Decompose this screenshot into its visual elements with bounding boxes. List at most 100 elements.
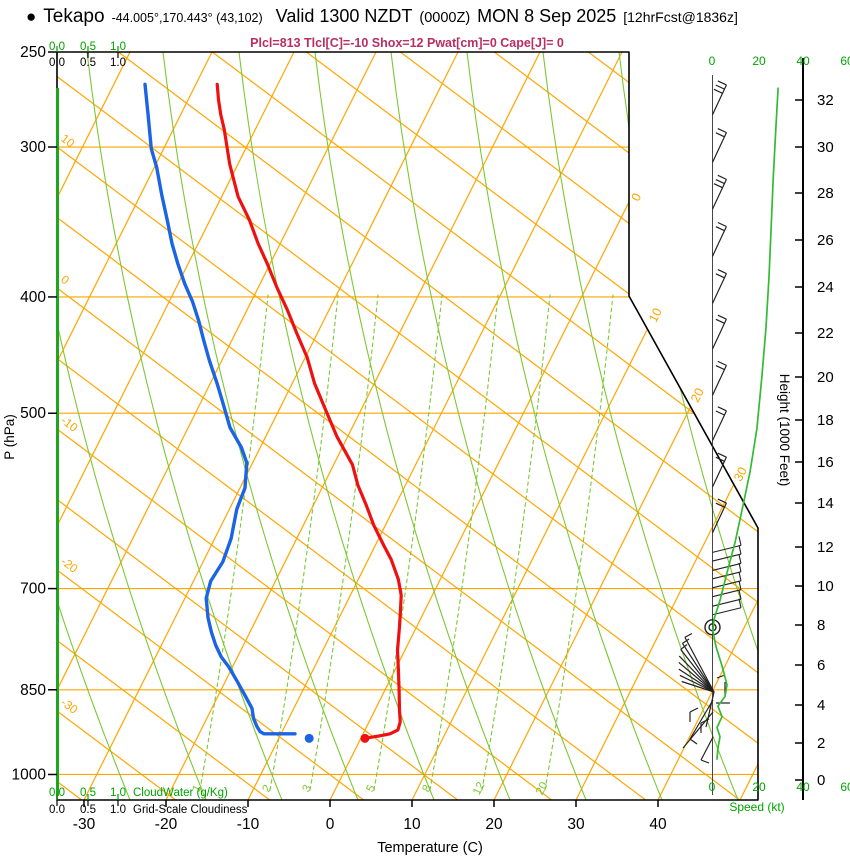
temperature-axis-label: -10 (237, 816, 260, 833)
pressure-axis-label: 850 (20, 682, 46, 699)
isotherm-value-labels-label: 20 (688, 386, 707, 405)
dry-adiabat-lines-line (57, 52, 758, 110)
mixing-ratio-value-labels-label: 8 (421, 783, 435, 794)
cloud-scales-label: 0.0 (49, 787, 65, 799)
isotherm-lines-line (57, 52, 377, 800)
wind-barbs-line (711, 273, 727, 304)
wind-barbs-line (715, 456, 725, 462)
height-axis-label: 18 (817, 412, 834, 429)
wind-barbs-line (712, 580, 742, 589)
wind-barbs-line (700, 736, 714, 761)
pressure-axis-label: 1000 (12, 766, 47, 783)
wind-barbs-line (712, 589, 742, 598)
pressure-axis-label: 500 (20, 405, 46, 422)
height-axis-label: 10 (817, 578, 834, 595)
cloud-scales: 0.0 0.0 0.0 0.0 0.5 0.5 0.5 0.5 1.0 1.0 1.0 1.0 Clou… (49, 41, 248, 816)
moist-adiabat-lines-path (542, 52, 739, 800)
height-axis-label: 6 (817, 657, 825, 674)
wind-panel-label: 60 (840, 54, 850, 68)
wind-barbs-line (717, 221, 727, 228)
temperature-axis-label: 20 (485, 816, 503, 833)
mixing-ratio-lines (199, 294, 614, 791)
title-bar: ● Tekapo -44.005°,170.443° (43,102) Vali… (26, 6, 738, 28)
wind-barbs-line (705, 691, 715, 728)
wind-barbs (678, 80, 742, 764)
wind-barbs-line (717, 406, 727, 412)
dry-adiabat-value-labels-label: 0 (58, 272, 72, 287)
cloud-scales-label: CloudWater (g/Kg) (133, 787, 228, 799)
mixing-ratio-lines-path (429, 294, 499, 791)
height-axis-label: 14 (817, 495, 834, 512)
temperature-axis-title: Temperature (C) (377, 840, 483, 856)
isotherm-lines-line (57, 52, 131, 800)
cloud-scales-label: 1.0 (110, 804, 126, 816)
wind-panel-label: 40 (796, 780, 810, 794)
wind-barbs-line (681, 643, 715, 693)
wind-barbs-line (712, 598, 742, 607)
wind-barbs-line (738, 544, 742, 555)
mixing-ratio-value-labels-label: 1 (191, 783, 205, 794)
wind-barbs-line (715, 132, 725, 138)
valid-time: Valid 1300 NZDT (275, 6, 413, 26)
isotherm-value-labels-label: 10 (646, 306, 665, 325)
wind-barbs-line (717, 269, 727, 275)
wind-panel-label: 0 (709, 54, 716, 68)
cloud-scales-label: 1.0 (110, 57, 126, 69)
isotherm-lines-line (247, 52, 623, 800)
wind-barbs-line (712, 544, 742, 553)
pressure-gridlines (57, 146, 758, 776)
cloud-scales-label: Grid-Scale Cloudiness (133, 804, 248, 816)
wind-barbs-line (715, 410, 725, 416)
mixing-ratio-value-labels-label: 5 (365, 783, 379, 794)
wind-barbs-line (712, 553, 742, 562)
wind-panel-label: 0 (709, 780, 716, 794)
moist-adiabat-lines-path (390, 52, 587, 800)
cloud-scales-label: 0.5 (80, 57, 96, 69)
isotherm-lines-line (165, 52, 541, 800)
wind-barbs-line (717, 80, 727, 86)
moist-adiabat-lines-path (86, 52, 283, 800)
dewpoint-curve-path (143, 82, 297, 736)
cloud-scales-label: 0.0 (49, 57, 65, 69)
height-axis-label: 22 (817, 325, 834, 342)
wind-panel-label: 40 (796, 54, 810, 68)
temperature-axis-label: 30 (567, 816, 585, 833)
pressure-axis-label: 300 (20, 139, 46, 156)
plot-border (56, 51, 759, 801)
dry-adiabat-lines-line (57, 76, 758, 603)
wind-barbs-line (711, 456, 727, 488)
dry-adiabat-lines-line (57, 499, 758, 800)
wind-barbs-line (711, 410, 727, 441)
dry-adiabat-lines-line (57, 428, 758, 800)
wind-barbs-line (684, 636, 715, 693)
wind-barbs-line (678, 661, 715, 693)
cloud-scales-label: 0.5 (80, 804, 96, 816)
pressure-axis: 250 300 400 500 700 850 1000 (12, 44, 57, 783)
wind-barbs-line (711, 502, 727, 534)
valid-date: MON 8 Sep 2025 (477, 6, 617, 26)
wind-barbs-line (738, 580, 742, 590)
station-coordinates: -44.005°,170.443° (43,102) (111, 11, 263, 25)
wind-barbs-line (684, 632, 693, 638)
wind-barbs-line (738, 536, 742, 546)
forecast-tag: [12hrFcst@1836z] (623, 9, 738, 25)
dry-adiabat-value-labels: 100-10-20-30 (58, 131, 81, 717)
dry-adiabat-value-labels-label: 10 (58, 131, 77, 150)
wind-barbs-line (712, 562, 742, 571)
wind-barbs-line (717, 360, 727, 366)
height-axis-label: 12 (817, 539, 834, 556)
wind-panel-label: 20 (752, 54, 766, 68)
wind-barbs-line (682, 638, 690, 644)
dewpoint-curve (143, 82, 297, 736)
wind-barbs-line (680, 649, 715, 693)
wind-barbs-line (711, 226, 727, 257)
wind-barbs-line (717, 128, 727, 134)
mixing-ratio-lines-path (199, 294, 269, 791)
cloud-scales-label: 1.0 (110, 41, 126, 53)
wind-barbs-line (713, 183, 723, 189)
wind-barbs-line (715, 84, 725, 90)
wind-barbs-line (738, 590, 742, 600)
wind-barbs-line (712, 607, 742, 616)
wind-speed-profile (712, 87, 779, 760)
mixing-ratio-lines-path (481, 294, 551, 791)
